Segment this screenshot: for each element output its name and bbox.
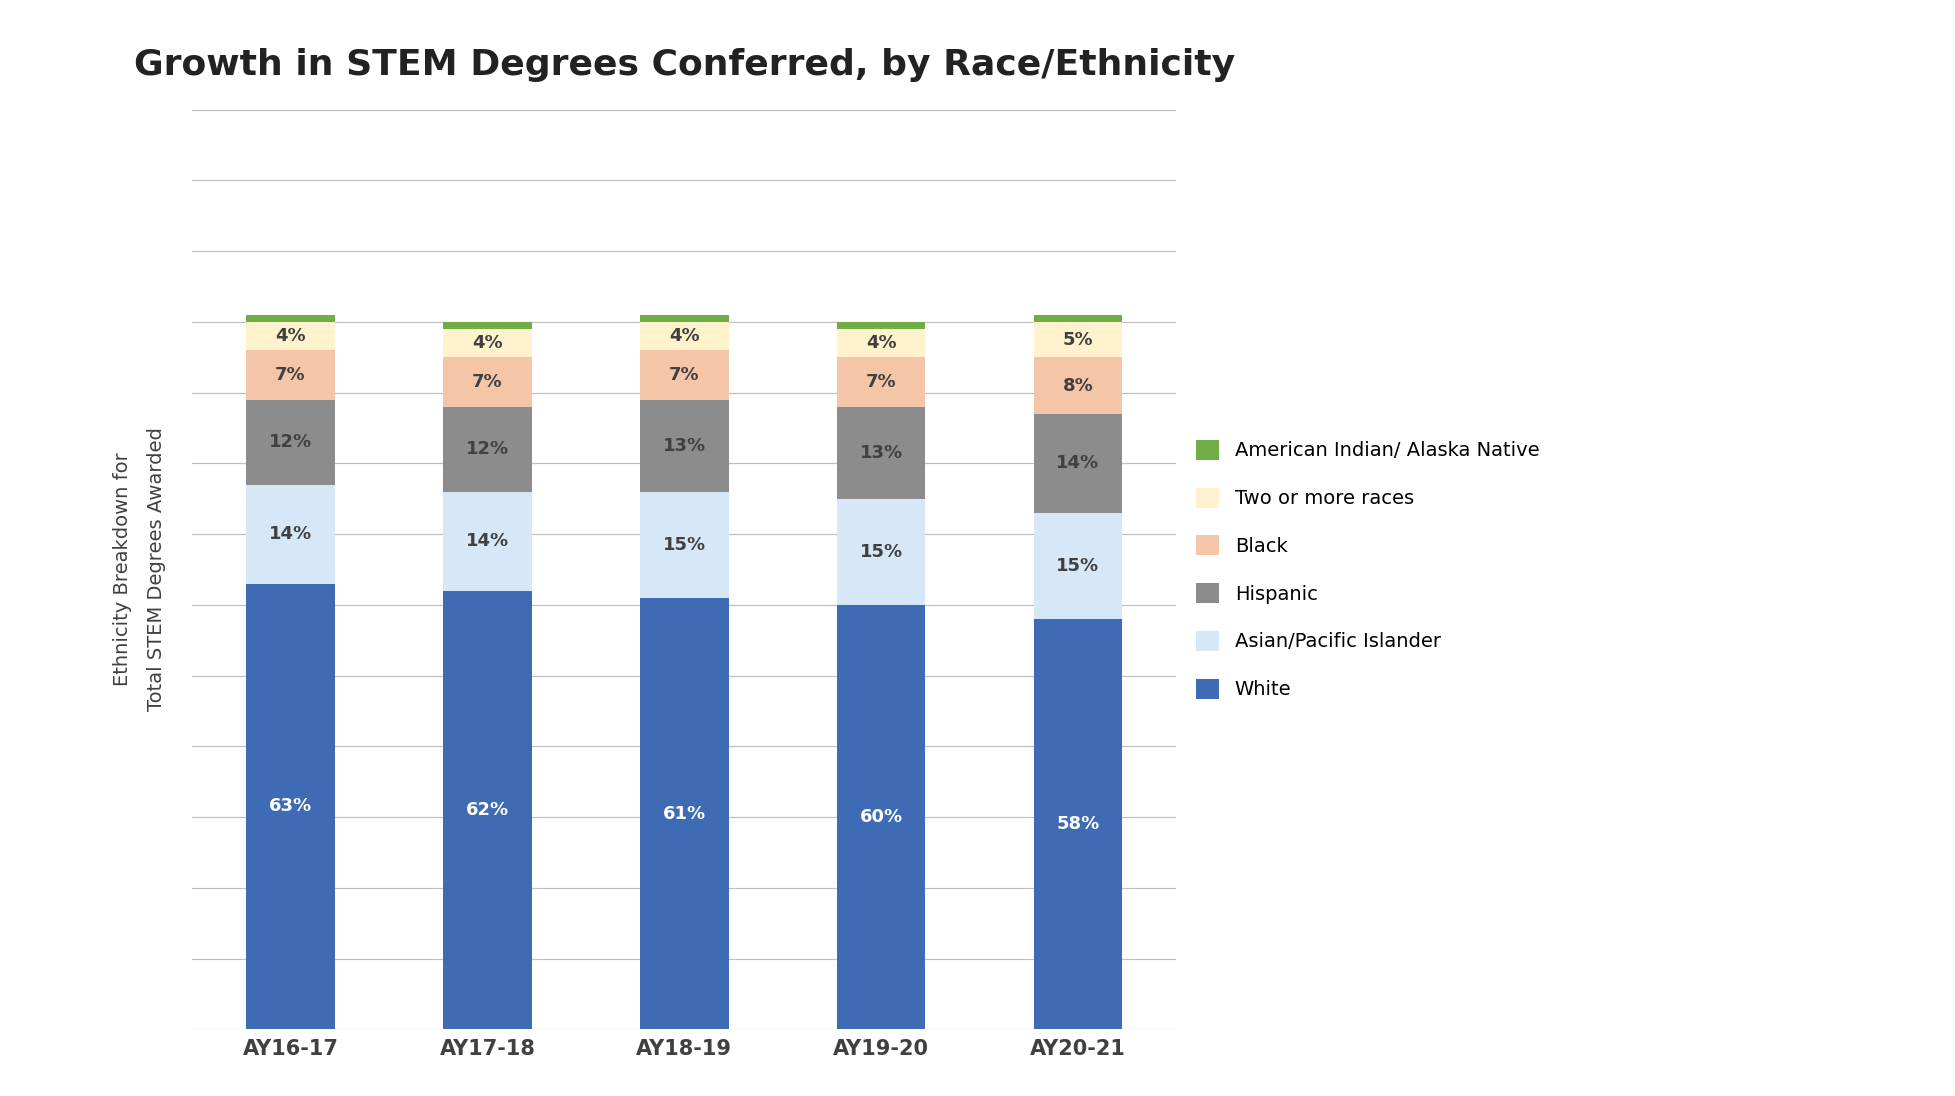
Bar <box>246 322 334 350</box>
Text: 7%: 7% <box>471 373 502 391</box>
Bar <box>639 492 729 597</box>
Text: 14%: 14% <box>270 525 313 544</box>
Bar <box>1034 315 1122 322</box>
Bar <box>246 315 334 322</box>
Text: 63%: 63% <box>270 798 313 815</box>
Bar <box>1034 357 1122 414</box>
Text: 14%: 14% <box>1056 455 1099 472</box>
Bar <box>444 591 532 1029</box>
Bar <box>639 597 729 1029</box>
Text: 60%: 60% <box>860 808 903 826</box>
Bar <box>639 350 729 400</box>
Bar <box>444 492 532 591</box>
Bar <box>837 499 925 605</box>
Text: 4%: 4% <box>276 327 305 345</box>
Bar <box>837 407 925 499</box>
Bar <box>837 322 925 329</box>
Bar <box>444 322 532 329</box>
Bar <box>444 329 532 357</box>
Bar <box>246 350 334 400</box>
Text: 12%: 12% <box>465 441 508 458</box>
Text: 5%: 5% <box>1064 331 1093 349</box>
Bar <box>444 407 532 492</box>
Bar <box>246 400 334 484</box>
Legend: American Indian/ Alaska Native, Two or more races, Black, Hispanic, Asian/Pacifi: American Indian/ Alaska Native, Two or m… <box>1187 430 1548 709</box>
Bar <box>1034 322 1122 357</box>
Bar <box>1034 414 1122 513</box>
Text: 62%: 62% <box>465 801 508 819</box>
Bar <box>1034 619 1122 1029</box>
Bar <box>837 605 925 1029</box>
Bar <box>639 315 729 322</box>
Text: 4%: 4% <box>471 334 502 352</box>
Bar <box>837 329 925 357</box>
Text: 15%: 15% <box>1056 557 1099 575</box>
Text: 8%: 8% <box>1062 377 1093 395</box>
Title: Growth in STEM Degrees Conferred, by Race/Ethnicity: Growth in STEM Degrees Conferred, by Rac… <box>133 48 1236 82</box>
Text: 7%: 7% <box>866 373 897 391</box>
Bar <box>639 400 729 492</box>
Bar <box>1034 513 1122 619</box>
Text: 15%: 15% <box>663 536 706 553</box>
Text: 13%: 13% <box>663 436 706 455</box>
Text: 12%: 12% <box>270 433 313 452</box>
Bar <box>639 322 729 350</box>
Bar <box>444 357 532 407</box>
Bar <box>246 584 334 1029</box>
Text: 4%: 4% <box>866 334 897 352</box>
Bar <box>837 357 925 407</box>
Y-axis label: Ethnicity Breakdown for
Total STEM Degrees Awarded: Ethnicity Breakdown for Total STEM Degre… <box>113 427 166 711</box>
Text: 15%: 15% <box>860 543 903 561</box>
Text: 58%: 58% <box>1056 815 1099 833</box>
Text: 7%: 7% <box>276 366 305 384</box>
Text: 61%: 61% <box>663 804 706 823</box>
Text: 4%: 4% <box>669 327 700 345</box>
Bar <box>246 484 334 584</box>
Text: 13%: 13% <box>860 444 903 461</box>
Text: 14%: 14% <box>465 533 508 550</box>
Text: 7%: 7% <box>669 366 700 384</box>
